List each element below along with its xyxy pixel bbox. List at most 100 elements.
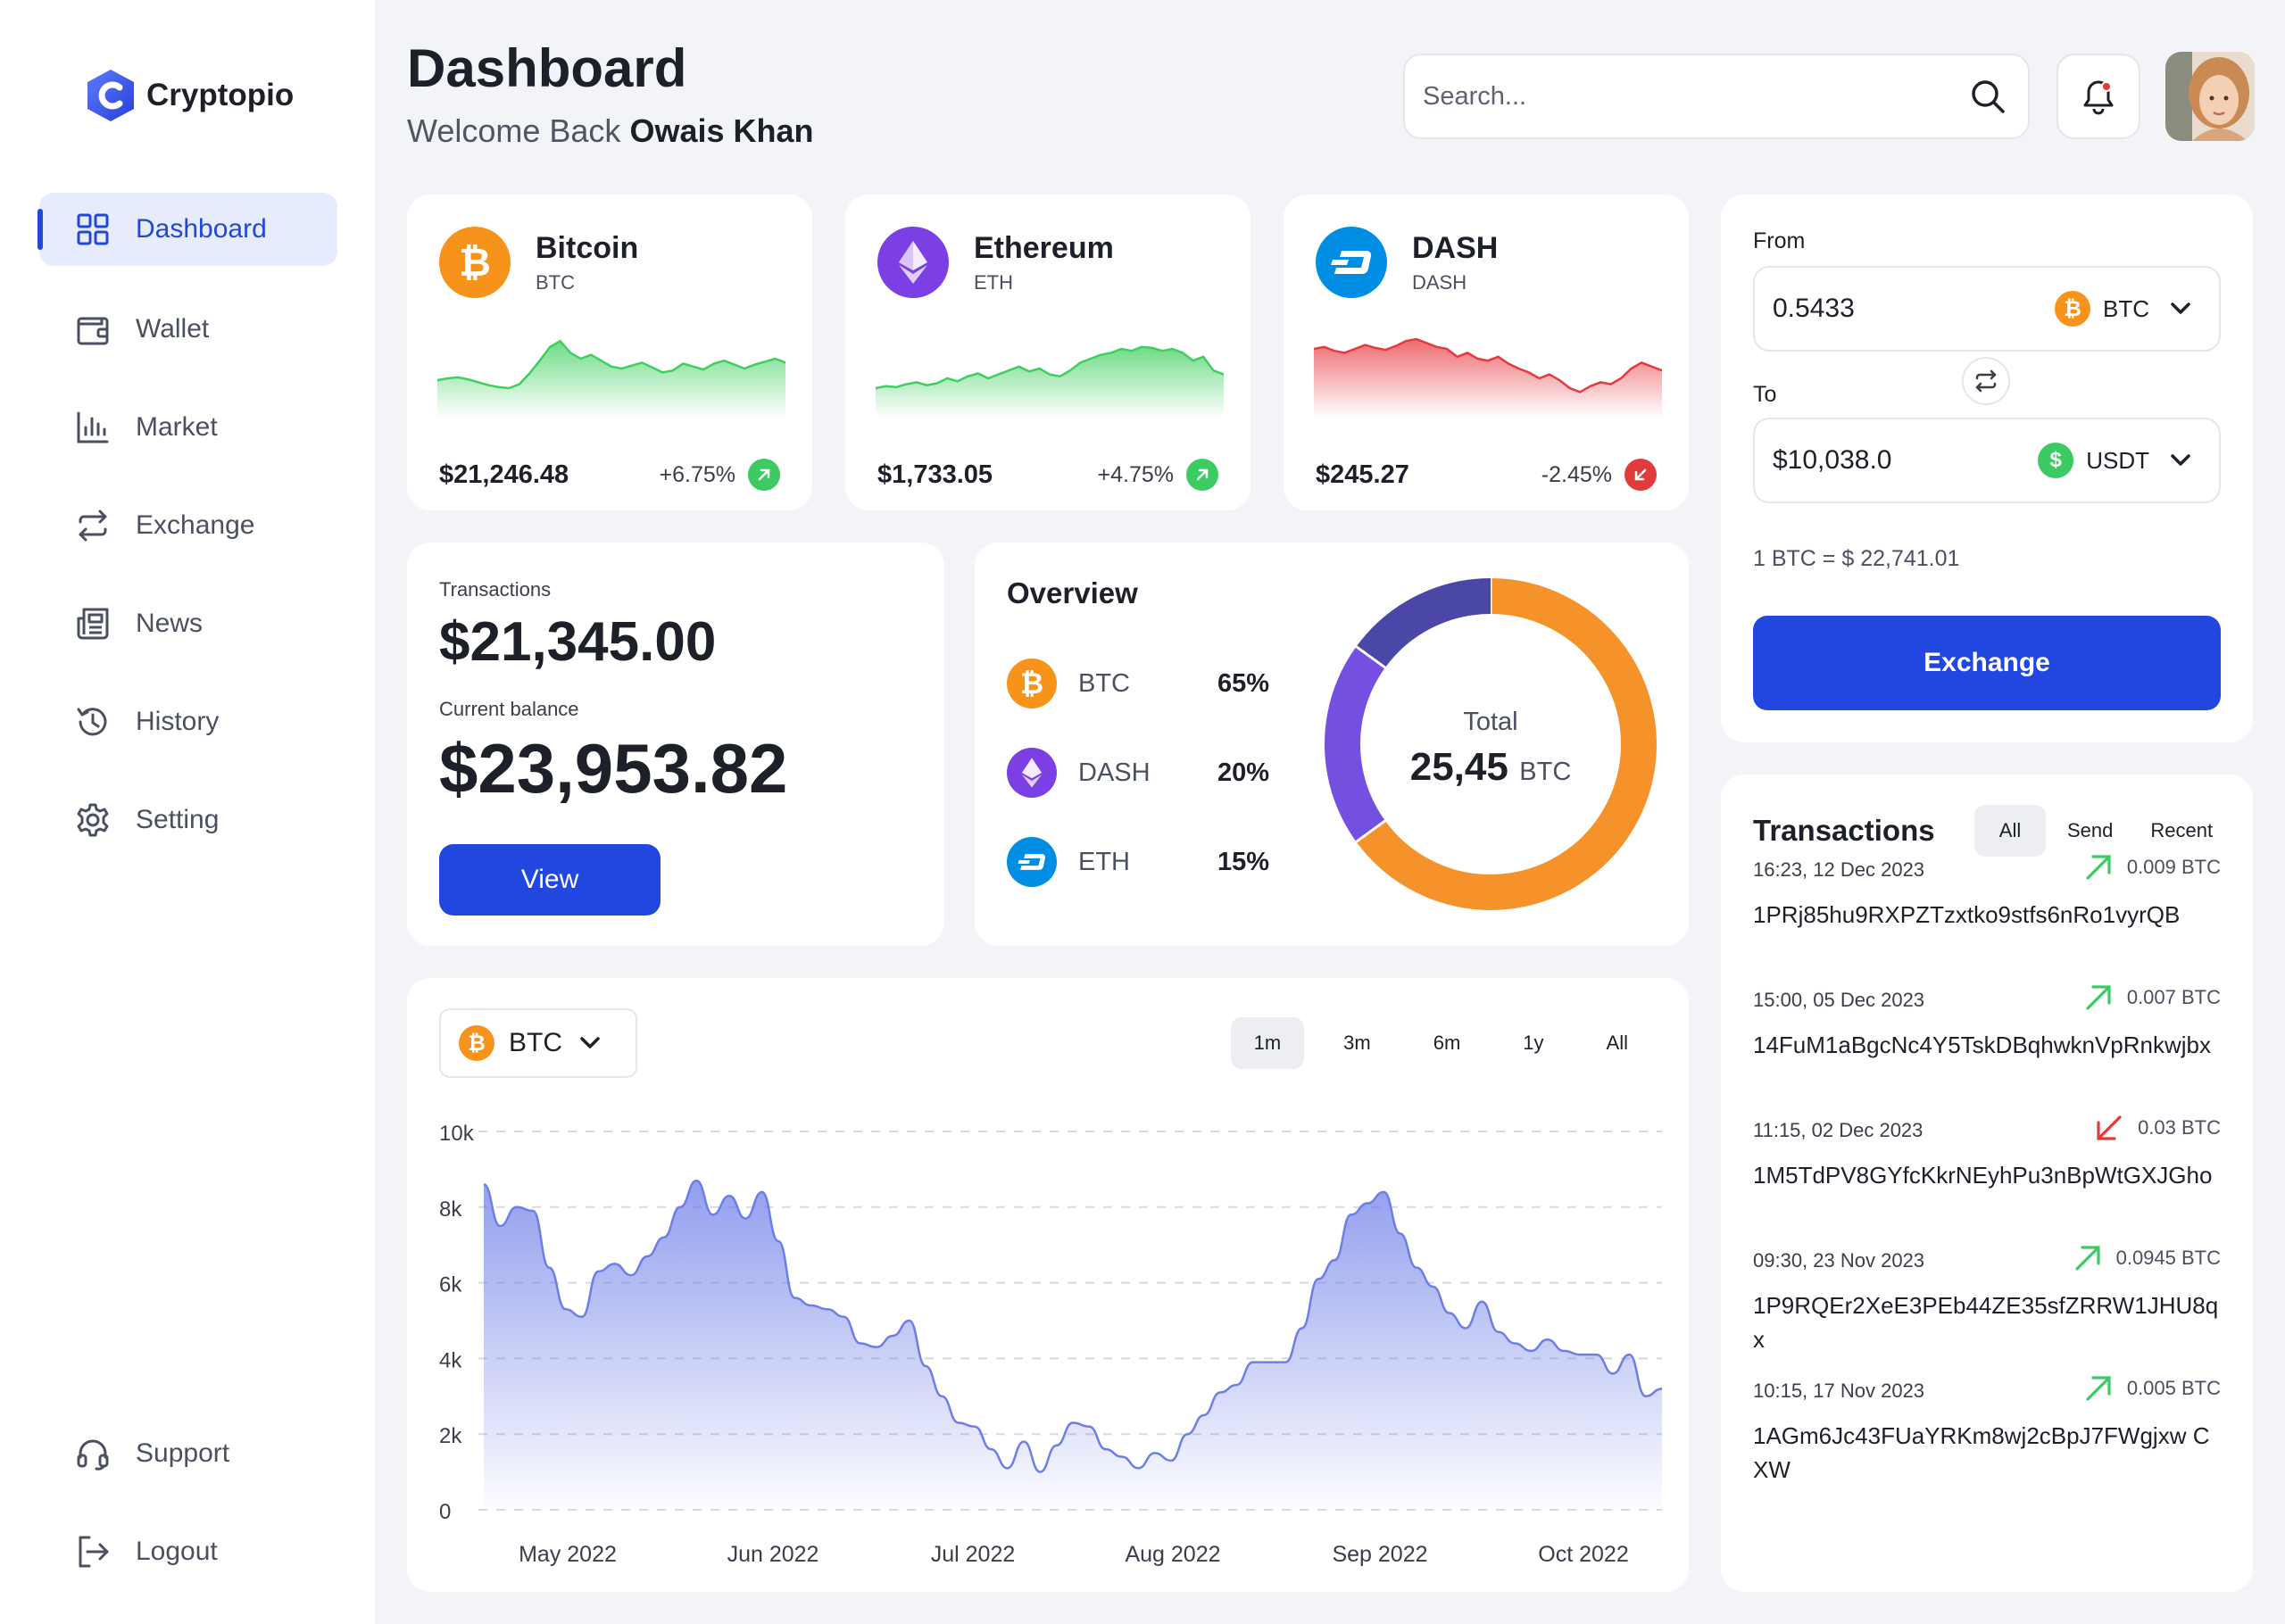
transaction-amount-wrap: 0.005 BTC bbox=[2082, 1372, 2221, 1404]
gear-icon bbox=[77, 803, 109, 837]
transaction-hash: 1AGm6Jc43FUaYRKm8wj2cBpJ7FWgjxw CXW bbox=[1753, 1422, 2210, 1483]
sidebar-item-exchange[interactable]: Exchange bbox=[39, 489, 337, 562]
welcome-prefix: Welcome Back bbox=[407, 112, 621, 149]
transaction-amount: 0.03 BTC bbox=[2138, 1116, 2221, 1139]
range-1m[interactable]: 1m bbox=[1230, 1017, 1305, 1069]
overview-percent: 15% bbox=[1217, 847, 1269, 876]
user-avatar-icon bbox=[2165, 52, 2255, 141]
coin-select-dropdown[interactable]: ₿ BTC bbox=[439, 1008, 637, 1078]
sparkline bbox=[876, 345, 1224, 418]
sidebar-item-dashboard[interactable]: Dashboard bbox=[37, 193, 337, 266]
from-label: From bbox=[1753, 228, 1806, 253]
price-area bbox=[484, 1181, 1662, 1510]
coin-price: $245.27 bbox=[1316, 460, 1409, 489]
search-input[interactable] bbox=[1423, 81, 1969, 112]
notifications-button[interactable] bbox=[2056, 54, 2140, 139]
y-tick-label: 4k bbox=[439, 1348, 462, 1372]
transaction-item[interactable]: 15:00, 05 Dec 2023 0.007 BTC 14FuM1aBgcNc4… bbox=[1753, 985, 2221, 1062]
tab-all[interactable]: All bbox=[1974, 805, 2046, 857]
transaction-hash: 1M5TdPV8GYfcKkrNEyhPu3nBpWtGXJGho bbox=[1753, 1162, 2213, 1189]
sidebar-item-wallet[interactable]: Wallet bbox=[39, 293, 337, 366]
coin-header: DASH DASH bbox=[1316, 227, 1498, 298]
sidebar-item-label: Support bbox=[136, 1438, 230, 1468]
arrow-up-right-icon bbox=[2086, 1376, 2111, 1401]
transactions-label: Transactions bbox=[439, 578, 552, 601]
current-balance-value: $23,953.82 bbox=[439, 729, 788, 808]
arrow-up-right-icon bbox=[2074, 1246, 2100, 1271]
donut-separator bbox=[1355, 819, 1386, 843]
sparkline-area bbox=[1314, 339, 1662, 418]
to-currency-select[interactable]: $ USDT bbox=[2038, 443, 2149, 478]
overview-row-btc: ₿ BTC 65% bbox=[1007, 659, 1269, 708]
time-range-tabs: 1m 3m 6m 1y All bbox=[1230, 1017, 1651, 1069]
transactions-title: Transactions bbox=[1753, 814, 1935, 847]
sidebar-item-label: Market bbox=[136, 412, 218, 442]
range-all[interactable]: All bbox=[1606, 1032, 1628, 1054]
ethereum-icon bbox=[1007, 748, 1057, 798]
exchange-icon bbox=[79, 510, 107, 542]
overview-card: Overview ₿ BTC 65% DASH 20% ETH 15% Tota… bbox=[975, 543, 1689, 946]
tab-send[interactable]: Send bbox=[2067, 819, 2114, 841]
from-amount-input[interactable] bbox=[1773, 294, 2055, 324]
current-balance-label: Current balance bbox=[439, 698, 579, 720]
brand-logo[interactable]: Cryptopio bbox=[86, 68, 294, 123]
coin-card-dash[interactable]: DASH DASH $245.27 -2.45% bbox=[1284, 195, 1689, 510]
sparkline bbox=[1314, 337, 1662, 418]
to-currency: USDT bbox=[2086, 446, 2149, 474]
welcome-message: Welcome Back Owais Khan bbox=[407, 112, 814, 150]
range-1y[interactable]: 1y bbox=[1523, 1032, 1544, 1054]
transaction-time: 11:15, 02 Dec 2023 bbox=[1753, 1119, 1924, 1141]
sidebar-item-support[interactable]: Support bbox=[39, 1417, 337, 1490]
overview-symbol: DASH bbox=[1078, 758, 1151, 787]
avatar[interactable] bbox=[2165, 52, 2255, 141]
dash-icon bbox=[1007, 837, 1057, 887]
price-chart-card: 10k 8k 6k 4k 2k 0 May 2022 Jun 2022 Jul 2022 Aug … bbox=[407, 978, 1689, 1592]
ethereum-icon bbox=[877, 227, 949, 298]
view-button[interactable]: View bbox=[439, 844, 661, 916]
chevron-down-icon[interactable] bbox=[2167, 295, 2194, 322]
coin-card-bitcoin[interactable]: ₿ Bitcoin BTC $21,246.48 +6.75% bbox=[407, 195, 812, 510]
sidebar-item-label: Setting bbox=[136, 805, 220, 834]
sidebar-item-label: Wallet bbox=[136, 314, 210, 344]
coin-change: +4.75% bbox=[1098, 459, 1218, 491]
exchange-button[interactable]: Exchange bbox=[1753, 616, 2221, 710]
coin-symbol: DASH bbox=[1412, 270, 1467, 294]
search-icon[interactable] bbox=[1969, 78, 2007, 115]
transaction-item[interactable]: 10:15, 17 Nov 2023 0.005 BTC 1AGm6Jc43FUaY… bbox=[1753, 1376, 2221, 1487]
bar-chart-icon bbox=[77, 411, 109, 443]
sidebar-item-news[interactable]: News bbox=[39, 587, 337, 660]
sidebar-item-history[interactable]: History bbox=[39, 685, 337, 758]
transaction-time: 16:23, 12 Dec 2023 bbox=[1753, 858, 1925, 881]
donut-slice-dash bbox=[1325, 646, 1386, 842]
from-currency-select[interactable]: ₿ BTC bbox=[2055, 291, 2149, 327]
logout-icon bbox=[79, 1536, 109, 1568]
swap-button[interactable] bbox=[1962, 357, 2010, 405]
coin-card-ethereum[interactable]: Ethereum ETH $1,733.05 +4.75% bbox=[845, 195, 1251, 510]
coin-header: ₿ Bitcoin BTC bbox=[439, 227, 638, 298]
tab-recent[interactable]: Recent bbox=[2150, 819, 2214, 841]
transaction-hash: 1P9RQEr2XeE3PEb44ZE35sfZRRW1JHU8qx bbox=[1753, 1292, 2219, 1353]
overview-percent: 20% bbox=[1217, 758, 1269, 787]
sidebar-item-logout[interactable]: Logout bbox=[39, 1515, 337, 1588]
chevron-down-icon[interactable] bbox=[2167, 447, 2194, 474]
balance-card: Transactions $21,345.00 Current balance … bbox=[407, 543, 944, 946]
sidebar-item-label: Logout bbox=[136, 1537, 218, 1566]
sidebar-item-setting[interactable]: Setting bbox=[39, 783, 337, 857]
transaction-amount: 0.009 BTC bbox=[2126, 856, 2221, 878]
range-6m[interactable]: 6m bbox=[1433, 1032, 1461, 1054]
change-percent: +6.75% bbox=[659, 461, 736, 487]
coin-change: -2.45% bbox=[1541, 459, 1657, 491]
sidebar-item-market[interactable]: Market bbox=[39, 391, 337, 464]
transaction-item[interactable]: 11:15, 02 Dec 2023 0.03 BTC 1M5TdPV8GYfcKk… bbox=[1753, 1115, 2221, 1192]
chevron-down-icon bbox=[580, 1037, 600, 1048]
donut-separator bbox=[1355, 645, 1386, 669]
search-bar bbox=[1403, 54, 2030, 139]
range-3m[interactable]: 3m bbox=[1343, 1032, 1371, 1054]
transaction-item[interactable]: 16:23, 12 Dec 2023 0.009 BTC 1PRj85hu9RXPZ… bbox=[1753, 855, 2221, 932]
x-tick-label: Jun 2022 bbox=[727, 1542, 819, 1567]
sparkline bbox=[437, 339, 785, 418]
coin-name: Bitcoin bbox=[536, 230, 639, 265]
arrow-up-right-icon bbox=[1186, 459, 1218, 491]
transaction-item[interactable]: 09:30, 23 Nov 2023 0.0945 BTC 1P9RQEr2XeE3… bbox=[1753, 1246, 2221, 1356]
to-amount-input[interactable] bbox=[1773, 445, 2039, 476]
